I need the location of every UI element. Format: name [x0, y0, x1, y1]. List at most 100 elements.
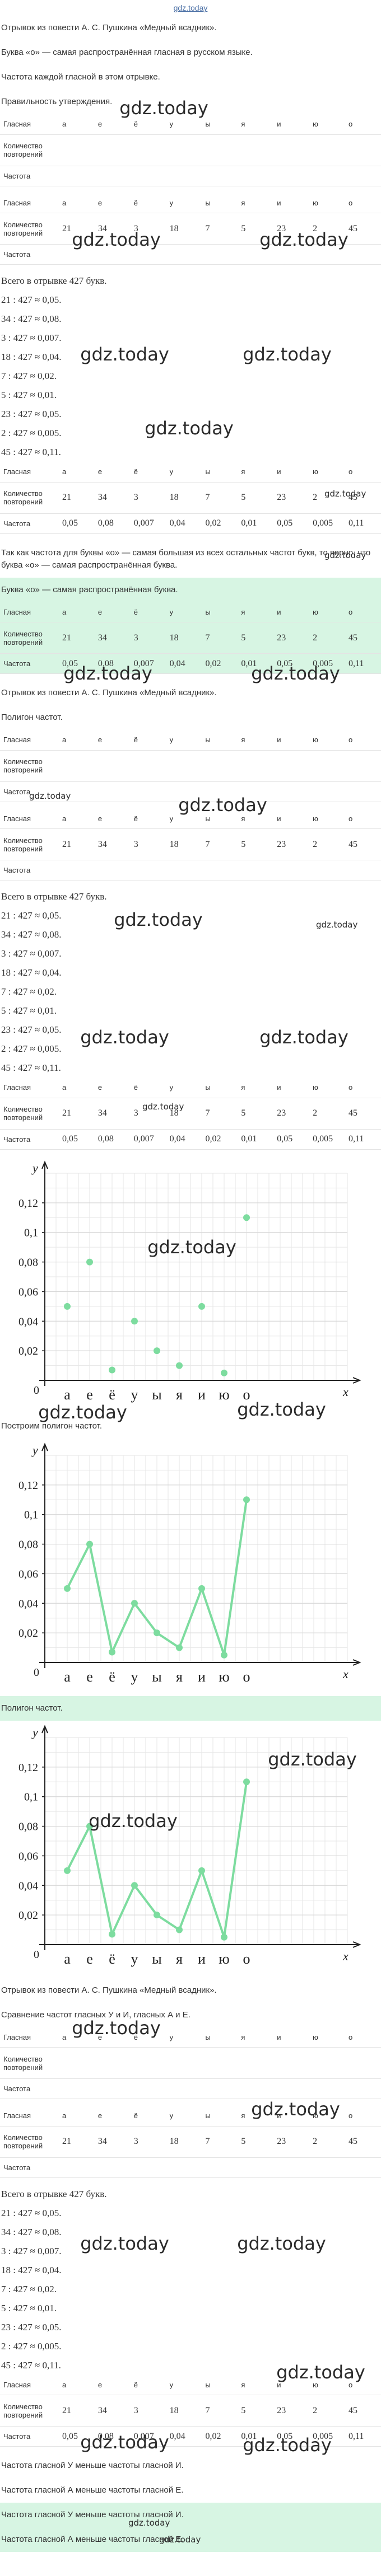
table-cell [309, 2047, 345, 2079]
table-cell [238, 750, 274, 782]
table-row: Частота 0,05 0,08 0,007 0,04 0,02 0,01 0,05 0,00… [0, 513, 381, 534]
x-tick-label: ы [152, 1951, 161, 1967]
table-row: Частота [0, 2078, 381, 2099]
table-cell: 0,02 [202, 653, 238, 674]
point [109, 1366, 115, 1373]
paragraph: Отрывок из повести А. С. Пушкина «Медный… [1, 688, 217, 697]
calculation-line: 23 : 427 ≈ 0,05. [1, 409, 62, 419]
table-cell: 0,04 [166, 513, 202, 534]
table-cell [238, 860, 274, 880]
table-cell: ё [130, 2374, 166, 2395]
table-cell [130, 166, 166, 186]
y-axis-label: y [31, 1725, 38, 1739]
table-cell [59, 2078, 95, 2099]
table-cell: Частота [0, 513, 59, 534]
table-cell: я [238, 2106, 274, 2127]
calculation-line: 18 : 427 ≈ 0,04. [1, 967, 62, 978]
calculation-line: 3 : 427 ≈ 0,007. [1, 948, 62, 959]
table-cell [238, 244, 274, 265]
table-cell: 21 [59, 1098, 95, 1130]
calculation-line: 21 : 427 ≈ 0,05. [1, 294, 62, 305]
point [109, 1648, 115, 1655]
table-cell [130, 244, 166, 265]
calculation-line: 5 : 427 ≈ 0,01. [1, 2302, 57, 2313]
table-cell: 5 [238, 213, 274, 245]
table-cell: 0,08 [94, 2426, 131, 2447]
table-cell [202, 2078, 238, 2099]
table-row: Количество повторений [0, 134, 381, 166]
table-cell: 3 [130, 828, 166, 860]
table-cell: ю [309, 602, 345, 622]
table-cell: 5 [238, 2395, 274, 2427]
chart-wrap: 0,02 0,04 0,06 0,08 0,1 0,12 y x 0 а е ё у ы я и ю о [0, 1721, 381, 1978]
x-axis-label: x [342, 1667, 349, 1681]
watermark: gdz.today [38, 1402, 127, 1423]
x-tick-label: а [64, 1669, 71, 1685]
chart: 0,02 0,04 0,06 0,08 0,1 0,12 y x 0 а е ё у ы я и ю о [18, 1724, 361, 1967]
y-tick-label: 0,1 [24, 1791, 38, 1803]
table-cell: 0,04 [166, 1129, 202, 1150]
x-axis-arrow [352, 1376, 361, 1384]
point [198, 1867, 205, 1874]
chart: 0,02 0,04 0,06 0,08 0,1 0,12 y x 0 а е ё у ы я и ю о [18, 1442, 361, 1685]
table-cell [238, 134, 274, 166]
x-tick-label: и [198, 1669, 206, 1685]
table-cell [309, 134, 345, 166]
calculation-line: 7 : 427 ≈ 0,02. [1, 2283, 57, 2294]
watermark: gdz.today [114, 909, 203, 930]
paragraph: Буква «о» — самая распространённая гласн… [1, 48, 253, 57]
frequency-table: Гласная а е ё у ы я и ю о Количество повторений 21 3… [0, 193, 381, 265]
table-row: Количество повторений 21 34 3 18 7 5 23 2 45 [0, 482, 381, 514]
table-cell: 45 [345, 828, 381, 860]
table-cell: 23 [273, 2395, 310, 2427]
y-axis-arrow [41, 1160, 48, 1169]
table-cell [166, 860, 202, 880]
table-row: Гласная а е ё у ы я и ю о [0, 2374, 381, 2395]
table-cell: е [94, 2106, 131, 2127]
table-cell [273, 134, 310, 166]
table-cell [273, 750, 310, 782]
table-cell: 34 [94, 2126, 131, 2158]
x-tick-label: ы [152, 1387, 161, 1403]
table-cell: 18 [166, 1098, 202, 1130]
site-link[interactable]: gdz.today [173, 3, 208, 12]
table-cell: ё [130, 114, 166, 135]
table-cell: у [166, 2374, 202, 2395]
table-cell [273, 2078, 310, 2099]
x-axis-label: x [342, 1385, 349, 1399]
table-cell: 18 [166, 213, 202, 245]
table-cell: 0,08 [94, 513, 131, 534]
table-cell: я [238, 193, 274, 213]
watermark: gdz.today [89, 1810, 178, 1832]
chart-wrap: 0,02 0,04 0,06 0,08 0,1 0,12 y x 0 а е ё у ы я и ю о [0, 1156, 381, 1414]
table-cell: Частота [0, 244, 59, 265]
calculation-line: 34 : 427 ≈ 0,08. [1, 313, 62, 324]
table-row: Гласная а е ё у ы я и ю о [0, 602, 381, 622]
table-cell: 5 [238, 2126, 274, 2158]
y-axis-label: y [31, 1161, 38, 1175]
calculation-line: 34 : 427 ≈ 0,08. [1, 2226, 62, 2237]
table-cell: ё [130, 602, 166, 622]
table-cell [166, 134, 202, 166]
table-cell [309, 2078, 345, 2099]
table-cell [202, 134, 238, 166]
table-cell: у [166, 602, 202, 622]
watermark: gdz.today [259, 1027, 349, 1048]
table-cell: а [59, 193, 95, 213]
table-cell [94, 2157, 131, 2178]
table-cell: 23 [273, 1098, 310, 1130]
table-cell: Частота [0, 860, 59, 880]
table-cell: 0,02 [202, 1129, 238, 1150]
table-cell: 21 [59, 828, 95, 860]
table-cell: 45 [345, 213, 381, 245]
table-cell: Количество повторений [0, 622, 59, 654]
table-cell: я [238, 2027, 274, 2048]
table-wrap: Гласная а е ё у ы я и ю о Количество повторений Час… [0, 730, 381, 802]
table-cell: Частота [0, 2078, 59, 2099]
table-cell: 0,01 [238, 1129, 274, 1150]
x-tick-label: и [198, 1951, 206, 1967]
table-cell: 0,005 [309, 513, 345, 534]
table-cell: 18 [166, 2395, 202, 2427]
table-cell [273, 244, 310, 265]
table-cell [166, 244, 202, 265]
